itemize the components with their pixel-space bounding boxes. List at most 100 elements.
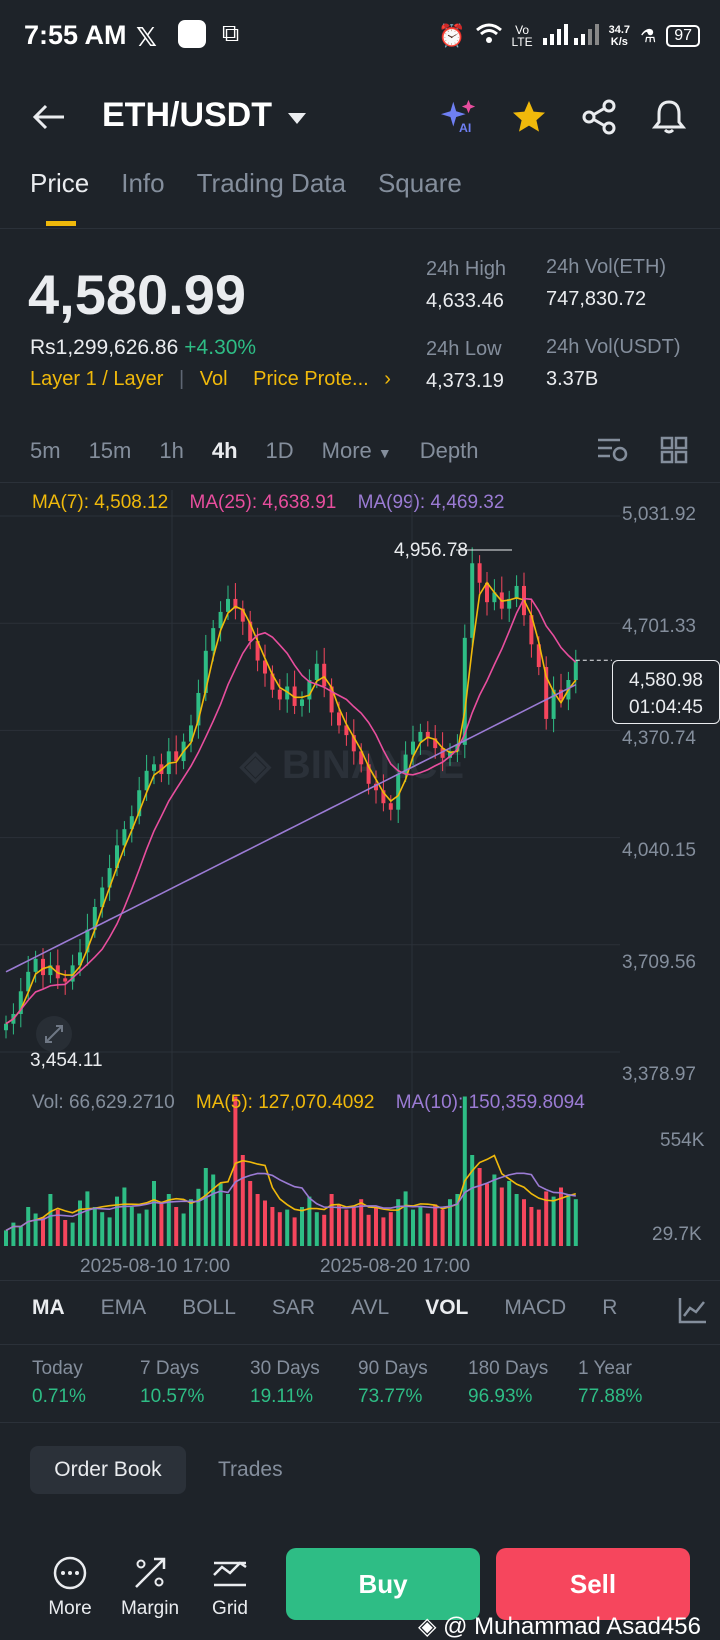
ind-avl[interactable]: AVL: [351, 1296, 390, 1319]
tag-price-protect[interactable]: Price Prote...: [253, 368, 369, 390]
candle: [551, 689, 556, 719]
candle: [189, 725, 193, 742]
ind-boll[interactable]: BOLL: [182, 1296, 236, 1319]
volume-bar: [41, 1217, 45, 1246]
volume-bar: [307, 1196, 312, 1246]
tf-4h[interactable]: 4h: [211, 438, 238, 463]
candle: [425, 731, 430, 739]
volume-bar: [492, 1174, 497, 1246]
ind-ema[interactable]: EMA: [100, 1296, 147, 1319]
high-value: 4,633.46: [426, 290, 504, 312]
vol-y-tick: 29.7K: [652, 1224, 702, 1245]
indicator-chart-icon[interactable]: [672, 1296, 708, 1329]
tag-row[interactable]: Layer 1 / Layer | Vol Price Prote... ›: [30, 368, 391, 390]
chart-settings-icon[interactable]: [596, 436, 628, 469]
candle: [255, 641, 260, 661]
candle: [115, 845, 119, 869]
volume-bar: [233, 1096, 238, 1246]
more-button[interactable]: More: [30, 1554, 110, 1620]
tab-order-book[interactable]: Order Book: [30, 1446, 186, 1494]
pair-title[interactable]: ETH/USDT: [102, 96, 272, 134]
ind-macd[interactable]: MACD: [504, 1296, 567, 1319]
volume-bar: [85, 1191, 90, 1246]
divider: [0, 1344, 720, 1345]
tab-info[interactable]: Info: [121, 168, 165, 198]
volume-bar: [152, 1181, 156, 1246]
x-tick-label: 2025-08-10 17:00: [80, 1256, 231, 1277]
timeframe-row: 5m 15m 1h 4h 1D More ▼ Depth: [30, 438, 506, 464]
volume-bar: [100, 1212, 105, 1246]
candle: [536, 644, 541, 668]
volume-bar: [573, 1199, 578, 1246]
volume-bar: [522, 1199, 526, 1246]
volume-bar: [189, 1199, 193, 1246]
expand-icon[interactable]: [36, 1016, 72, 1052]
candle: [137, 790, 142, 817]
tab-trades[interactable]: Trades: [218, 1458, 283, 1481]
ind-sar[interactable]: SAR: [271, 1296, 316, 1319]
vol-ma5-line: [5, 1154, 577, 1232]
candle: [233, 598, 238, 609]
ind-ma[interactable]: MA: [32, 1296, 65, 1319]
volume-bar: [551, 1196, 556, 1246]
ma-legend: MA(7): 4,508.12 MA(25): 4,638.91 MA(99):…: [32, 492, 504, 514]
sell-button[interactable]: Sell: [496, 1548, 690, 1620]
ind-vol[interactable]: VOL: [425, 1296, 469, 1319]
ai-sparkle-icon[interactable]: AI: [440, 98, 478, 136]
ma7-line: [5, 581, 577, 1025]
volume-bar: [433, 1204, 438, 1246]
volume-bar: [115, 1196, 119, 1246]
chevron-down-icon[interactable]: [288, 112, 306, 130]
volume-bar: [92, 1207, 97, 1246]
vol-ma5: MA(5): 127,070.4092: [195, 1092, 375, 1113]
tag-layer[interactable]: Layer 1 / Layer: [30, 368, 164, 390]
tag-vol[interactable]: Vol: [199, 368, 228, 390]
chevron-right-icon[interactable]: ›: [384, 368, 391, 390]
star-icon[interactable]: [510, 98, 548, 136]
tab-price[interactable]: Price: [30, 168, 90, 198]
back-arrow-icon[interactable]: [30, 98, 68, 136]
volume-bar: [33, 1213, 38, 1246]
volume-bar: [470, 1155, 475, 1246]
candle: [248, 621, 253, 642]
alarm-icon: ⏰: [438, 23, 466, 48]
volume-bar: [107, 1217, 112, 1246]
candle: [351, 735, 356, 752]
candle: [307, 679, 312, 700]
volume-bar: [300, 1207, 304, 1246]
high-label: 24h High: [426, 258, 507, 280]
volume-bar: [514, 1194, 519, 1246]
tab-square[interactable]: Square: [377, 168, 462, 198]
candle: [448, 751, 452, 758]
flask-icon: ⚗: [640, 25, 657, 46]
candle: [48, 965, 53, 976]
share-icon[interactable]: [580, 98, 618, 136]
layout-grid-icon[interactable]: [660, 436, 688, 469]
tf-more[interactable]: More ▼: [321, 438, 392, 463]
candle: [381, 790, 386, 804]
volume-bar: [566, 1194, 571, 1246]
candle: [485, 582, 489, 603]
volume-bar: [218, 1183, 223, 1246]
tab-trading-data[interactable]: Trading Data: [196, 168, 346, 198]
grid-button[interactable]: Grid: [190, 1554, 270, 1620]
tf-5m[interactable]: 5m: [30, 438, 61, 463]
tf-depth[interactable]: Depth: [419, 438, 479, 463]
candle: [470, 563, 475, 638]
candle: [300, 699, 304, 706]
divider: [0, 1422, 720, 1423]
buy-button[interactable]: Buy: [286, 1548, 480, 1620]
candle: [92, 906, 97, 930]
ind-r[interactable]: R: [602, 1296, 618, 1319]
y-tick-label: 4,370.74: [622, 728, 696, 749]
tf-1h[interactable]: 1h: [159, 438, 184, 463]
margin-button[interactable]: Margin: [110, 1554, 190, 1620]
volume-bar: [337, 1204, 341, 1246]
volume-bar: [396, 1199, 401, 1246]
perf-today: Today 0.71%: [32, 1358, 86, 1407]
tf-1d[interactable]: 1D: [265, 438, 294, 463]
bell-icon[interactable]: [650, 98, 688, 136]
candlestick-chart[interactable]: ◈ BINANCE: [0, 490, 720, 1270]
volume-bar: [11, 1222, 16, 1246]
tf-15m[interactable]: 15m: [88, 438, 132, 463]
